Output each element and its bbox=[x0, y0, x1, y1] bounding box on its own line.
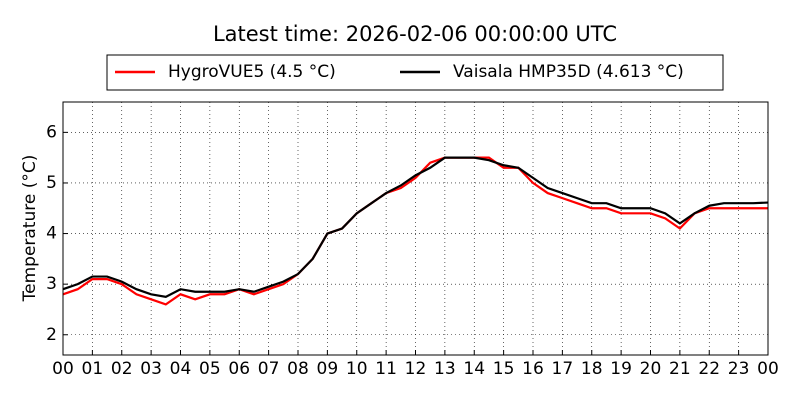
x-tick-label: 23 bbox=[728, 359, 750, 379]
x-tick-label: 17 bbox=[552, 359, 574, 379]
x-tick-label: 18 bbox=[581, 359, 603, 379]
x-tick-label: 09 bbox=[317, 359, 339, 379]
x-tick-label: 02 bbox=[111, 359, 133, 379]
x-tick-label: 00 bbox=[757, 359, 779, 379]
y-tick-label: 4 bbox=[46, 224, 57, 244]
y-tick-label: 6 bbox=[46, 122, 57, 142]
x-tick-label: 04 bbox=[170, 359, 192, 379]
x-tick-label: 15 bbox=[493, 359, 515, 379]
x-tick-label: 20 bbox=[640, 359, 662, 379]
legend-label: HygroVUE5 (4.5 °C) bbox=[168, 62, 336, 82]
y-tick-label: 3 bbox=[46, 274, 57, 294]
x-tick-label: 12 bbox=[405, 359, 427, 379]
x-tick-label: 07 bbox=[258, 359, 280, 379]
x-tick-label: 00 bbox=[52, 359, 74, 379]
y-tick-label: 2 bbox=[46, 325, 57, 345]
x-tick-label: 14 bbox=[463, 359, 485, 379]
y-tick-label: 5 bbox=[46, 173, 57, 193]
series-line bbox=[62, 156, 768, 306]
x-tick-label: 13 bbox=[434, 359, 456, 379]
x-tick-label: 05 bbox=[199, 359, 221, 379]
legend-label: Vaisala HMP35D (4.613 °C) bbox=[453, 62, 684, 82]
x-tick-label: 08 bbox=[287, 359, 309, 379]
series-line bbox=[62, 156, 769, 298]
x-tick-label: 11 bbox=[375, 359, 397, 379]
x-tick-label: 21 bbox=[669, 359, 691, 379]
chart-title: Latest time: 2026-02-06 00:00:00 UTC bbox=[213, 22, 617, 46]
y-axis-label: Temperature (°C) bbox=[20, 155, 40, 303]
x-tick-label: 01 bbox=[82, 359, 104, 379]
x-tick-label: 10 bbox=[346, 359, 368, 379]
plot-frame bbox=[62, 101, 769, 356]
x-tick-label: 19 bbox=[610, 359, 632, 379]
x-tick-label: 16 bbox=[522, 359, 544, 379]
x-tick-label: 22 bbox=[698, 359, 720, 379]
x-tick-label: 06 bbox=[228, 359, 250, 379]
x-tick-label: 03 bbox=[140, 359, 162, 379]
